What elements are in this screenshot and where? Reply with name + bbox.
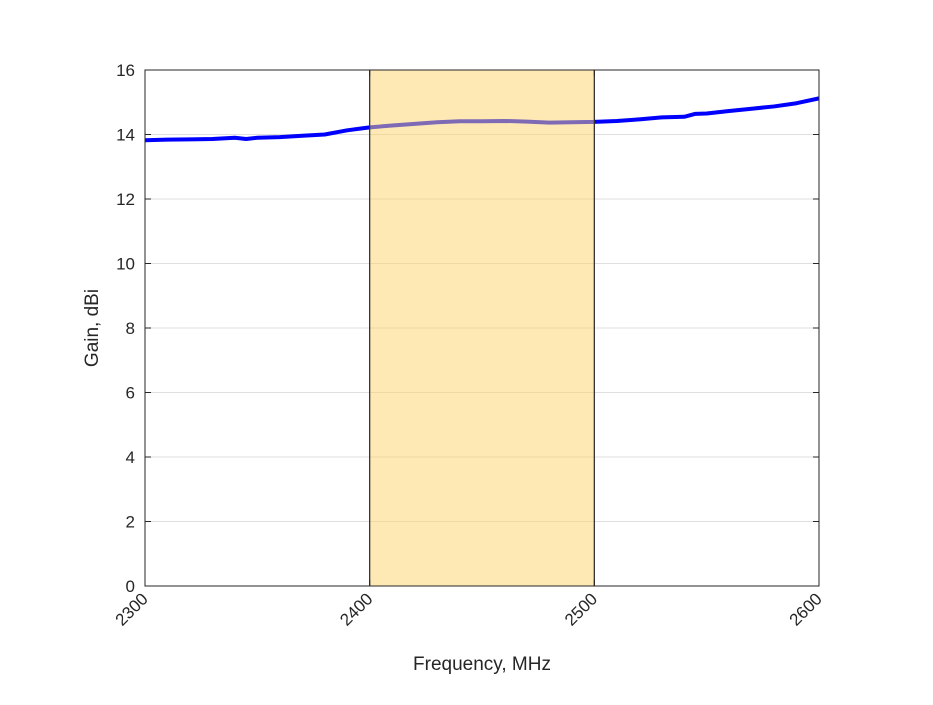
y-tick-label: 2 <box>126 513 135 532</box>
y-tick-label: 14 <box>116 126 135 145</box>
y-tick-label: 6 <box>126 384 135 403</box>
x-tick-label: 2400 <box>336 589 376 629</box>
y-axis-label: Gain, dBi <box>82 289 103 367</box>
y-tick-label: 10 <box>116 255 135 274</box>
x-tick-label: 2500 <box>561 589 601 629</box>
x-tick-label: 2600 <box>786 589 826 629</box>
y-tick-label: 12 <box>116 190 135 209</box>
x-axis-label: Frequency, MHz <box>413 654 551 675</box>
highlight-band <box>369 70 595 586</box>
x-tick-label: 2300 <box>112 589 152 629</box>
y-tick-label: 8 <box>126 319 135 338</box>
y-tick-label: 4 <box>126 448 135 467</box>
y-tick-label: 16 <box>116 61 135 80</box>
y-tick-label: 0 <box>126 577 135 596</box>
